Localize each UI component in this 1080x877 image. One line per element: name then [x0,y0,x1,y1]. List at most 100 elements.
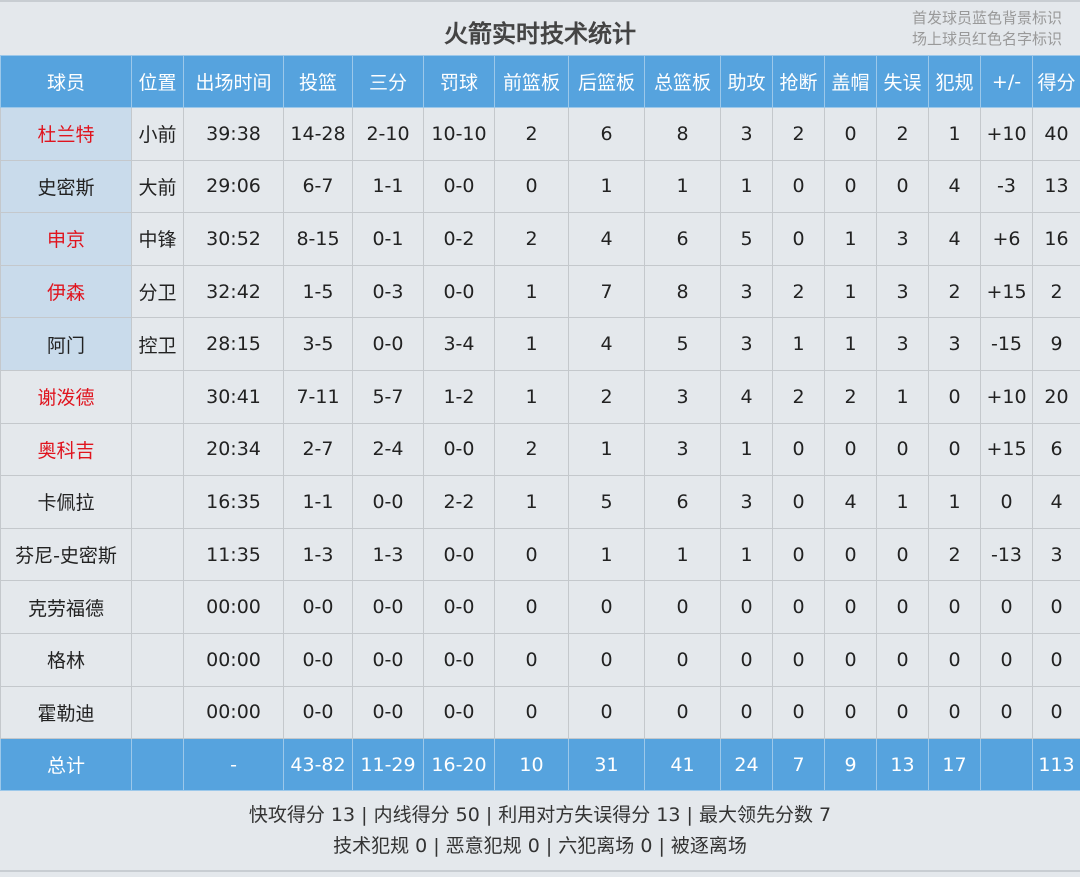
stat-cell: 2-10 [352,107,424,161]
stat-cell: 0-0 [352,685,424,740]
stat-cell: 10-10 [423,107,495,161]
stat-cell: 中锋 [131,212,184,266]
stat-cell: 2 [824,369,877,424]
player-row: 霍勒迪 00:00 0-0 0-0 0-0 0 0 0 0 0 0 0 0 0 0 [0,685,1080,740]
column-header: 总篮板 [644,55,721,108]
stat-cell: 6 [1032,422,1080,477]
stat-cell: 0-1 [352,212,424,266]
stat-cell: 39:38 [183,107,284,161]
stat-cell: 0 [1032,685,1080,740]
stat-cell: 1 [494,264,569,319]
player-name[interactable]: 史密斯 [0,159,132,214]
column-header: 抢断 [772,55,825,108]
stat-cell: 0 [568,685,645,740]
stat-cell: 2 [772,107,825,161]
stat-cell: 0-0 [352,317,424,371]
stat-cell: 0 [772,527,825,582]
stat-cell [131,685,184,740]
player-name[interactable]: 格林 [0,632,132,687]
stat-cell: 8 [644,264,721,319]
total-cell: 10 [494,738,569,792]
player-name[interactable]: 克劳福德 [0,580,132,634]
stat-cell: 0 [494,159,569,214]
total-cell: 24 [720,738,773,792]
stat-cell: 3 [928,317,981,371]
column-header: 罚球 [423,55,495,108]
stat-cell [131,475,184,529]
player-name[interactable]: 霍勒迪 [0,685,132,740]
stat-cell: 0 [772,422,825,477]
stat-cell: 0-0 [423,632,495,687]
stat-cell: +6 [980,212,1033,266]
stat-cell: 0-0 [352,632,424,687]
stat-cell: 00:00 [183,580,284,634]
player-name[interactable]: 芬尼-史密斯 [0,527,132,582]
stat-cell: 0-0 [352,580,424,634]
column-header: 后篮板 [568,55,645,108]
stat-cell: 00:00 [183,632,284,687]
stat-cell: 控卫 [131,317,184,371]
stat-cell: 0-0 [283,580,353,634]
player-row: 阿门 控卫 28:15 3-5 0-0 3-4 1 4 5 3 1 1 3 3 -15 9 [0,317,1080,371]
stat-cell: 0-0 [423,422,495,477]
player-name[interactable]: 杜兰特 [0,107,132,161]
player-name[interactable]: 申京 [0,212,132,266]
stat-cell: 2 [928,264,981,319]
stat-cell: 7-11 [283,369,353,424]
stat-cell: 0 [720,685,773,740]
stat-cell: 7 [568,264,645,319]
stat-cell: 1 [644,527,721,582]
stat-cell: 1 [720,422,773,477]
total-row: 总计 -43-82 11-29 16-20 10 31 41 24 7 9 13 17 113 [0,738,1080,792]
stat-cell: 0 [824,422,877,477]
player-name[interactable]: 伊森 [0,264,132,319]
stat-cell: 4 [928,159,981,214]
stat-cell: 0-0 [423,264,495,319]
stat-cell: 0 [876,580,929,634]
summary-footer: 快攻得分 13 | 内线得分 50 | 利用对方失误得分 13 | 最大领先分数… [0,800,1080,862]
stat-cell: 2 [772,264,825,319]
stat-cell: +10 [980,369,1033,424]
player-name[interactable]: 阿门 [0,317,132,371]
stat-cell: 1 [568,422,645,477]
stat-cell: 6 [568,107,645,161]
stat-cell: 0 [824,527,877,582]
player-row: 伊森 分卫 32:42 1-5 0-3 0-0 1 7 8 3 2 1 3 2 +15 2 [0,264,1080,319]
stat-cell [131,527,184,582]
stat-cell: 1 [644,159,721,214]
total-cell: 113 [1032,738,1080,792]
stat-cell: 1 [824,212,877,266]
stat-cell: 1-3 [352,527,424,582]
player-name[interactable]: 谢泼德 [0,369,132,424]
stat-cell: 6 [644,212,721,266]
stat-cell: 2 [1032,264,1080,319]
total-cell: 7 [772,738,825,792]
player-row: 申京 中锋 30:52 8-15 0-1 0-2 2 4 6 5 0 1 3 4 +6 16 [0,212,1080,266]
stat-cell: 1 [772,317,825,371]
column-header: 盖帽 [824,55,877,108]
player-name[interactable]: 卡佩拉 [0,475,132,529]
stat-cell: 0 [824,685,877,740]
stat-cell: 1 [824,317,877,371]
player-name[interactable]: 奥科吉 [0,422,132,477]
stat-cell: 2 [772,369,825,424]
stat-cell: 8-15 [283,212,353,266]
total-cell: 13 [876,738,929,792]
total-cell: 43-82 [283,738,353,792]
stat-cell [131,632,184,687]
stat-cell: 2 [928,527,981,582]
stat-cell: 0 [980,685,1033,740]
stat-cell: 2 [876,107,929,161]
stat-cell: 0 [928,632,981,687]
stat-cell: 1 [568,159,645,214]
legend-on-court: 场上球员红色名字标识 [911,30,1062,48]
total-cell: 17 [928,738,981,792]
stat-cell: 0 [1032,580,1080,634]
column-header: 犯规 [928,55,981,108]
stat-cell: 3-4 [423,317,495,371]
stat-cell: 28:15 [183,317,284,371]
stat-cell: 0 [980,475,1033,529]
stat-cell: 1 [494,369,569,424]
stat-cell: 3 [644,369,721,424]
stat-cell: 0 [568,632,645,687]
